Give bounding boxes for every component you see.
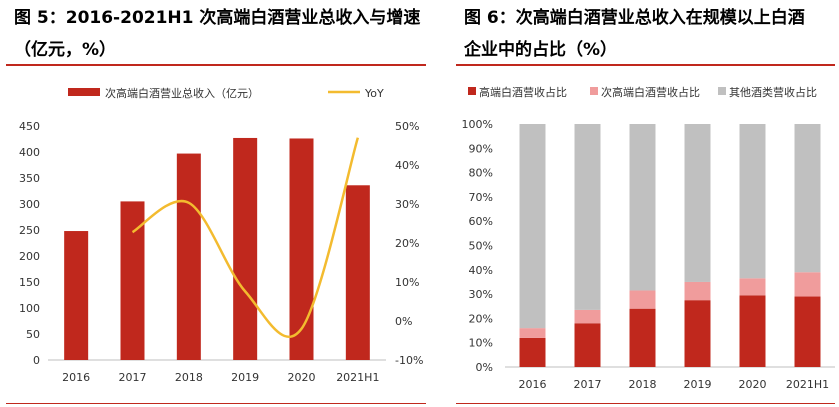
left-chart-title-unit: （亿元，%） — [14, 40, 117, 60]
legend-label-yoy: YoY — [364, 87, 384, 100]
left-x-tick-label: 2018 — [175, 371, 203, 384]
share-bar-segment — [684, 281, 711, 301]
share-bar-segment — [629, 290, 656, 309]
left-y-tick-label: 200 — [19, 250, 40, 263]
left-bottom-rule — [6, 402, 426, 404]
right-top-rule — [456, 64, 835, 66]
left-y-tick-label: 250 — [19, 224, 40, 237]
right-chart-y-tick-label: 0% — [476, 361, 493, 374]
right-chart-title-unit: 企业中的占比（%） — [464, 40, 618, 60]
right-chart-y-tick-label: 60% — [469, 215, 493, 228]
share-bar-segment — [629, 308, 656, 367]
revenue-bar — [289, 138, 314, 360]
left-x-tick-label: 2021H1 — [336, 371, 379, 384]
legend-label-share: 次高端白酒营收占比 — [601, 85, 700, 99]
left-y-tick-label: 0 — [33, 354, 40, 367]
left-y-tick-label: 150 — [19, 276, 40, 289]
right-chart-y-tick-label: 20% — [469, 312, 493, 325]
share-bar-segment — [794, 296, 821, 367]
right-chart-x-tick-label: 2017 — [574, 378, 602, 391]
legend-label-revenue: 次高端白酒营业总收入（亿元） — [105, 86, 259, 100]
right-chart-y-tick-label: 90% — [469, 142, 493, 155]
share-bar-segment — [519, 124, 546, 329]
left-y-tick-label: 100 — [19, 302, 40, 315]
share-bar-segment — [739, 295, 766, 367]
revenue-bar — [176, 153, 201, 360]
right-y-tick-label: -10% — [395, 354, 423, 367]
yoy-line — [131, 137, 360, 338]
revenue-bar — [345, 185, 370, 360]
left-y-tick-label: 50 — [26, 328, 40, 341]
right-y-tick-label: 0% — [395, 315, 412, 328]
share-bar-segment — [684, 124, 711, 282]
share-bar-segment — [519, 337, 546, 367]
right-chart-x-tick-label: 2021H1 — [786, 378, 829, 391]
right-chart-y-tick-label: 40% — [469, 264, 493, 277]
revenue-bar — [120, 201, 145, 360]
left-y-tick-label: 450 — [19, 120, 40, 133]
right-chart-y-tick-label: 80% — [469, 167, 493, 180]
right-y-tick-label: 30% — [395, 198, 419, 211]
right-y-tick-label: 10% — [395, 276, 419, 289]
legend-swatch-share — [590, 87, 598, 95]
left-chart-title: 图 5：2016-2021H1 次高端白酒营业总收入与增速 — [14, 8, 421, 28]
right-bottom-rule — [456, 402, 835, 404]
right-y-tick-label: 20% — [395, 237, 419, 250]
right-chart-x-tick-label: 2020 — [739, 378, 767, 391]
left-top-rule — [6, 64, 426, 66]
legend-swatch-share — [468, 87, 476, 95]
share-bar-segment — [574, 309, 601, 324]
share-bar-segment — [794, 272, 821, 297]
left-x-tick-label: 2016 — [62, 371, 90, 384]
share-bar-segment — [739, 278, 766, 296]
left-y-tick-label: 400 — [19, 146, 40, 159]
left-x-tick-label: 2020 — [288, 371, 316, 384]
right-chart-x-tick-label: 2016 — [519, 378, 547, 391]
share-bar-segment — [574, 323, 601, 367]
right-chart-y-tick-label: 50% — [469, 240, 493, 253]
share-bar-segment — [519, 328, 546, 338]
legend-swatch-share — [718, 87, 726, 95]
left-y-tick-label: 300 — [19, 198, 40, 211]
right-y-tick-label: 40% — [395, 159, 419, 172]
share-bar-segment — [739, 124, 766, 279]
revenue-bar — [233, 137, 258, 360]
revenue-bar — [64, 231, 89, 360]
share-bar-segment — [574, 124, 601, 310]
left-y-tick-label: 350 — [19, 172, 40, 185]
left-chart-panel: 图 5：2016-2021H1 次高端白酒营业总收入与增速 （亿元，%） 次高端… — [6, 8, 426, 404]
left-x-tick-label: 2019 — [231, 371, 259, 384]
share-bar-segment — [684, 300, 711, 367]
right-chart-x-tick-label: 2019 — [684, 378, 712, 391]
legend-label-share: 其他酒类营收占比 — [729, 85, 817, 99]
right-chart-plot: 高端白酒营收占比 次高端白酒营收占比 其他酒类营收占比 0% 10% 20% 30% 40% 5… — [462, 85, 835, 391]
right-chart-panel: 图 6：次高端白酒营业总收入在规模以上白酒 企业中的占比（%） 高端白酒营收占比… — [450, 0, 839, 407]
legend-label-share: 高端白酒营收占比 — [479, 85, 567, 99]
right-chart-y-tick-label: 30% — [469, 288, 493, 301]
legend-swatch-revenue — [68, 88, 100, 96]
left-chart-plot: 次高端白酒营业总收入（亿元） YoY 0 50 100 150 200 250 300 350 40… — [19, 86, 423, 384]
right-y-tick-label: 50% — [395, 120, 419, 133]
right-chart-y-tick-label: 100% — [462, 118, 493, 131]
left-x-tick-label: 2017 — [119, 371, 147, 384]
right-chart-y-tick-label: 70% — [469, 191, 493, 204]
right-chart-title: 图 6：次高端白酒营业总收入在规模以上白酒 — [464, 8, 805, 28]
share-bar-segment — [794, 124, 821, 273]
right-chart-x-tick-label: 2018 — [629, 378, 657, 391]
share-bar-segment — [629, 124, 656, 291]
right-chart-y-tick-label: 10% — [469, 337, 493, 350]
